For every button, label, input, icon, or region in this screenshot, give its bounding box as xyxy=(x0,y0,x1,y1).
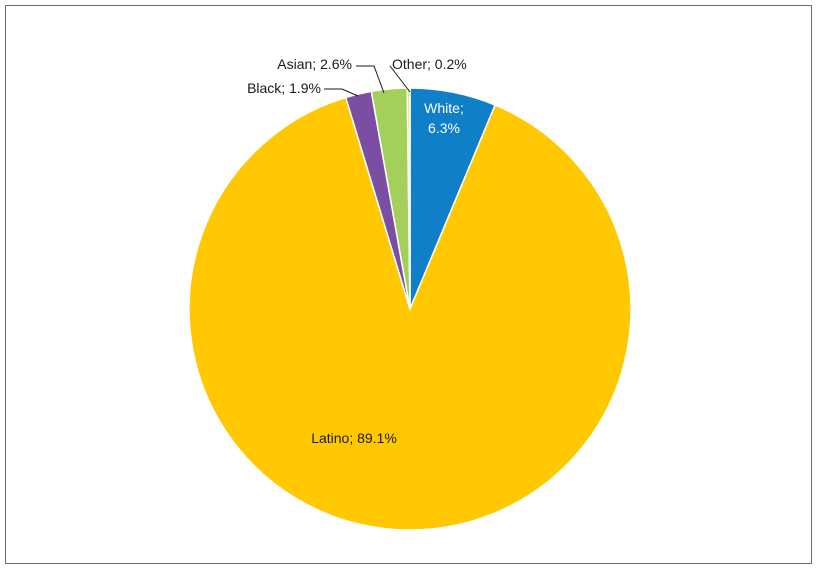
data-label-white: White; 6.3% xyxy=(424,100,464,136)
chart-frame: White; 6.3% Latino; 89.1% Black; 1.9% Asian;… xyxy=(5,5,812,564)
data-label-line: Black; 1.9% xyxy=(247,80,321,96)
leader-line-black xyxy=(324,88,359,97)
pie-slice-latino xyxy=(188,96,632,531)
data-labels: White; 6.3% Latino; 89.1% Black; 1.9% Asian;… xyxy=(247,56,467,446)
data-label-black: Black; 1.9% xyxy=(247,80,321,96)
leader-line-other xyxy=(389,65,411,93)
data-label-line: Latino; 89.1% xyxy=(311,430,397,446)
data-label-line: 6.3% xyxy=(428,120,460,136)
data-label-latino: Latino; 89.1% xyxy=(311,430,397,446)
pie-chart: White; 6.3% Latino; 89.1% Black; 1.9% Asian;… xyxy=(188,56,632,531)
leader-lines xyxy=(324,65,411,97)
data-label-line: Asian; 2.6% xyxy=(277,56,352,72)
data-label-line: Other; 0.2% xyxy=(392,56,467,72)
leader-line-asian xyxy=(356,65,385,94)
pie-slices xyxy=(188,87,632,531)
data-label-asian: Asian; 2.6% xyxy=(277,56,352,72)
data-label-other: Other; 0.2% xyxy=(392,56,467,72)
data-label-line: White; xyxy=(424,100,464,116)
